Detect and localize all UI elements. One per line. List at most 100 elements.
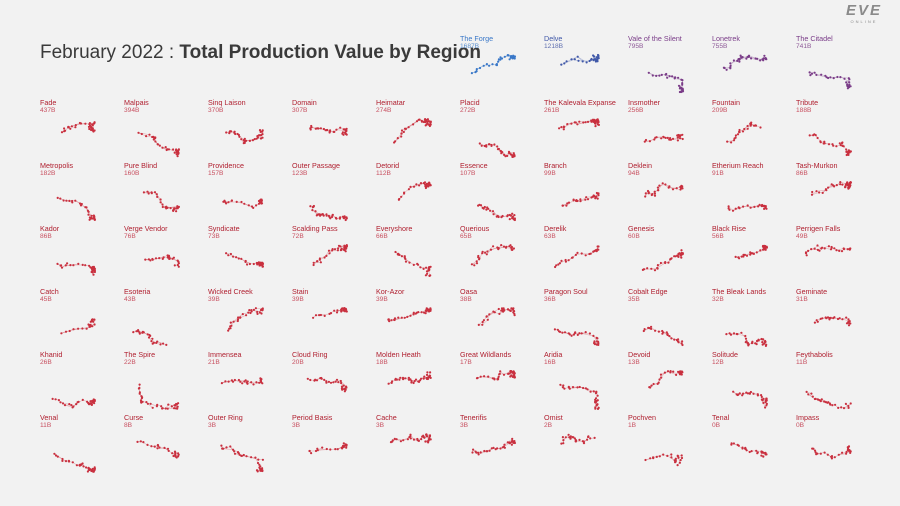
- region-outer-passage: Outer Passage 123B: [292, 161, 374, 225]
- map-system-dot: [173, 264, 176, 267]
- map-system-dot: [237, 316, 240, 319]
- region-map: [227, 307, 264, 332]
- map-system-dot: [597, 54, 600, 57]
- map-system-dot: [319, 127, 322, 130]
- region-cobalt-edge: Cobalt Edge 35B: [628, 287, 710, 351]
- map-system-dot: [167, 403, 170, 406]
- map-system-dot: [749, 124, 752, 127]
- map-system-dot: [153, 445, 156, 448]
- map-system-dot: [87, 125, 91, 128]
- map-system-dot: [429, 308, 432, 311]
- region-value: 272B: [460, 107, 476, 114]
- map-system-dot: [825, 317, 828, 320]
- map-system-dot: [756, 57, 759, 60]
- map-system-dot: [246, 382, 249, 385]
- map-system-dot: [81, 398, 84, 401]
- map-system-dot: [596, 60, 599, 63]
- map-system-dot: [425, 373, 429, 376]
- map-system-dot: [564, 436, 567, 439]
- map-system-dot: [260, 312, 263, 315]
- map-system-dot: [344, 443, 347, 446]
- map-system-dot: [513, 376, 516, 379]
- map-system-dot: [54, 454, 58, 457]
- map-system-dot: [763, 342, 766, 345]
- map-system-dot: [679, 134, 682, 137]
- map-system-dot: [848, 78, 851, 81]
- map-system-dot: [340, 385, 344, 388]
- map-system-dot: [662, 136, 665, 139]
- map-system-dot: [759, 126, 762, 129]
- map-system-dot: [88, 403, 91, 406]
- map-system-dot: [255, 469, 259, 472]
- map-system-dot: [585, 196, 588, 199]
- map-system-dot: [507, 54, 510, 57]
- map-system-dot: [250, 309, 253, 312]
- map-system-dot: [393, 318, 396, 321]
- map-system-dot: [749, 251, 752, 254]
- map-system-dot: [826, 453, 829, 456]
- map-system-dot: [811, 395, 814, 398]
- map-link: [153, 342, 161, 345]
- map-system-dot: [257, 458, 260, 461]
- region-value: 72B: [292, 233, 304, 240]
- map-system-dot: [259, 130, 262, 133]
- map-system-dot: [310, 126, 313, 129]
- map-system-dot: [594, 397, 598, 400]
- map-system-dot: [815, 73, 818, 76]
- map-system-dot: [570, 334, 573, 337]
- region-value: 86B: [796, 170, 808, 177]
- map-system-dot: [597, 343, 600, 346]
- region-map: [312, 244, 348, 267]
- map-system-dot: [489, 209, 492, 212]
- map-system-dot: [340, 310, 343, 313]
- map-system-dot: [574, 253, 577, 256]
- map-system-dot: [762, 338, 765, 341]
- map-system-dot: [238, 453, 241, 456]
- map-system-dot: [426, 272, 429, 275]
- map-system-dot: [93, 318, 96, 321]
- map-system-dot: [497, 247, 500, 250]
- map-system-dot: [478, 258, 481, 261]
- region-name: Aridia: [544, 350, 563, 359]
- map-system-dot: [664, 261, 667, 264]
- map-system-dot: [511, 212, 514, 215]
- map-system-dot: [156, 403, 159, 406]
- map-system-dot: [477, 254, 480, 258]
- map-system-dot: [592, 59, 595, 62]
- map-system-dot: [177, 262, 180, 265]
- map-system-dot: [764, 248, 767, 251]
- map-system-dot: [765, 397, 768, 400]
- region-value: 107B: [460, 170, 476, 177]
- map-system-dot: [415, 120, 419, 123]
- map-system-dot: [589, 252, 592, 255]
- map-system-dot: [681, 83, 684, 86]
- map-link: [154, 192, 161, 200]
- map-system-dot: [92, 470, 95, 473]
- map-link: [677, 457, 683, 466]
- map-system-dot: [177, 453, 180, 456]
- map-system-dot: [74, 126, 77, 129]
- map-system-dot: [396, 253, 399, 256]
- map-system-dot: [68, 329, 71, 333]
- map-system-dot: [475, 68, 478, 71]
- map-system-dot: [156, 195, 159, 198]
- map-system-dot: [594, 392, 598, 395]
- region-devoid: Devoid 13B: [628, 350, 710, 414]
- map-system-dot: [827, 76, 830, 80]
- map-system-dot: [740, 255, 743, 258]
- map-system-dot: [230, 324, 233, 327]
- map-system-dot: [332, 130, 335, 133]
- map-system-dot: [252, 383, 255, 386]
- map-system-dot: [259, 377, 262, 380]
- map-system-dot: [563, 387, 566, 390]
- region-name: Sinq Laison: [208, 98, 246, 107]
- map-system-dot: [845, 148, 848, 151]
- map-system-dot: [225, 131, 228, 134]
- map-system-dot: [81, 462, 84, 465]
- map-system-dot: [658, 74, 661, 77]
- map-system-dot: [406, 438, 409, 441]
- map-system-dot: [391, 380, 394, 383]
- region-heimatar: Heimatar 274B: [376, 98, 458, 162]
- map-system-dot: [500, 57, 504, 60]
- map-system-dot: [561, 204, 564, 207]
